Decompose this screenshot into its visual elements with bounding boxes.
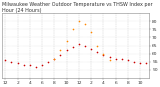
Text: Milwaukee Weather Outdoor Temperature vs THSW Index per Hour (24 Hours): Milwaukee Weather Outdoor Temperature vs… <box>2 2 153 13</box>
